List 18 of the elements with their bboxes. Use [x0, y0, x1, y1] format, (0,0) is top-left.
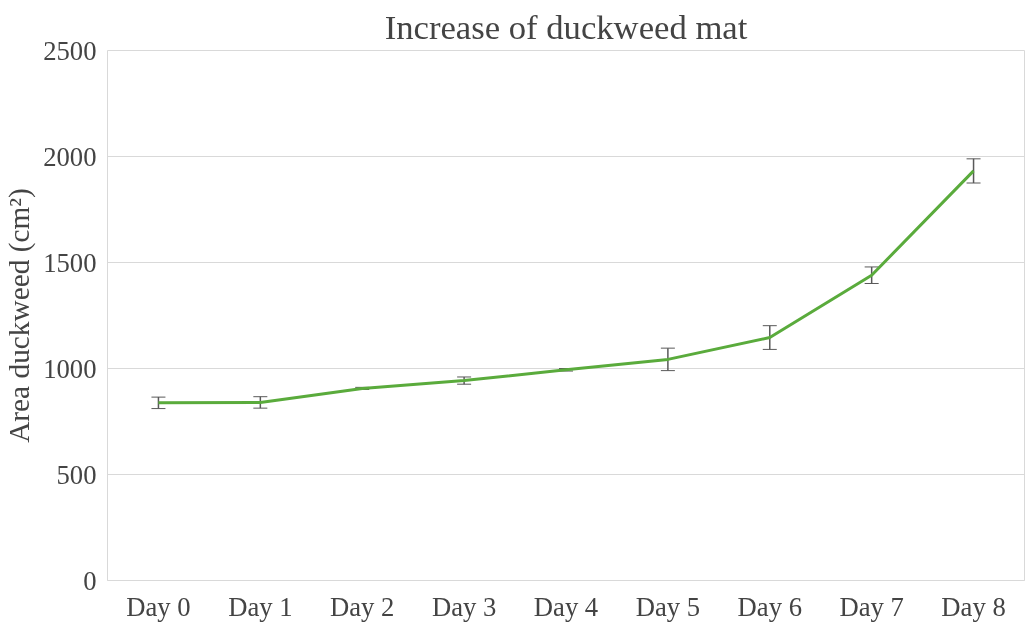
- chart-title: Increase of duckweed mat: [384, 7, 748, 46]
- x-tick-label: Day 7: [839, 591, 904, 622]
- x-tick-label: Day 0: [126, 591, 191, 622]
- x-tick-label: Day 2: [330, 591, 395, 622]
- line-series: [156, 169, 976, 405]
- y-tick-label: 2500: [43, 35, 97, 66]
- x-tick-label: Day 5: [635, 591, 701, 622]
- y-tick-label: 2000: [43, 141, 97, 172]
- y-axis-title: Area duckweed (cm²): [3, 188, 37, 443]
- y-tick-label: 500: [56, 459, 97, 490]
- x-tick-label: Day 8: [941, 591, 1006, 622]
- x-tick-label: Day 3: [431, 591, 497, 622]
- y-tick-label: 1000: [43, 353, 97, 384]
- y-tick-label: 0: [83, 565, 97, 596]
- x-tick-label: Day 6: [737, 591, 802, 622]
- x-tick-label: Day 1: [228, 591, 293, 622]
- x-tick-label: Day 4: [533, 591, 599, 622]
- y-tick-label: 1500: [43, 247, 97, 278]
